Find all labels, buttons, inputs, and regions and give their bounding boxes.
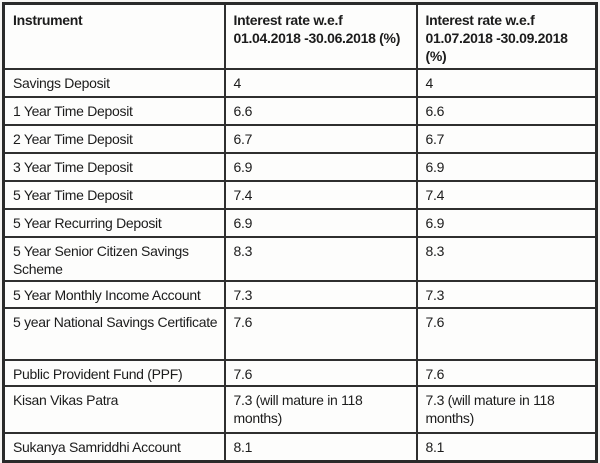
table-row: Public Provident Fund (PPF) 7.6 7.6 (2, 358, 598, 388)
col-header-instrument: Instrument (2, 2, 226, 70)
rate-jul-sep-2018-cell: 7.6 (415, 306, 598, 361)
rate-jul-sep-2018-cell: 6.9 (415, 151, 598, 182)
rate-apr-jun-2018-cell: 6.9 (223, 207, 418, 238)
rate-jul-sep-2018-cell: 7.6 (415, 358, 598, 388)
col-header-rate-apr-jun-2018: Interest rate w.e.f 01.04.2018 -30.06.20… (223, 2, 418, 70)
table-row: 1 Year Time Deposit 6.6 6.6 (2, 95, 598, 126)
rate-jul-sep-2018-cell: 8.1 (415, 432, 598, 463)
instrument-cell: 5 Year Time Deposit (2, 179, 226, 210)
rate-header-line2: 01.07.2018 -30.09.2018 (%) (425, 30, 568, 65)
rate-jul-sep-2018-cell: 4 (415, 67, 598, 98)
rate-jul-sep-2018-cell: 7.3 (will mature in 118 months) (415, 385, 598, 435)
table-row: 5 year National Savings Certificate 7.6 7.… (2, 306, 598, 361)
col-header-rate-jul-sep-2018: Interest rate w.e.f 01.07.2018 -30.09.20… (415, 2, 598, 70)
instrument-cell: 1 Year Time Deposit (2, 95, 226, 126)
instrument-cell: 5 Year Monthly Income Account (2, 279, 226, 309)
instrument-cell: 5 Year Senior Citizen Savings Scheme (2, 235, 226, 282)
table-row: 5 Year Time Deposit 7.4 7.4 (2, 179, 598, 210)
instrument-cell: Savings Deposit (2, 67, 226, 98)
table-row: 5 Year Monthly Income Account 7.3 7.3 (2, 279, 598, 309)
rate-apr-jun-2018-cell: 8.1 (223, 432, 418, 463)
rate-jul-sep-2018-cell: 7.4 (415, 179, 598, 210)
rate-apr-jun-2018-cell: 7.4 (223, 179, 418, 210)
table-row: 2 Year Time Deposit 6.7 6.7 (2, 123, 598, 154)
rate-jul-sep-2018-cell: 7.3 (415, 279, 598, 309)
rate-apr-jun-2018-cell: 4 (223, 67, 418, 98)
rate-apr-jun-2018-cell: 7.3 (will mature in 118 months) (223, 385, 418, 435)
rate-header-line2: 01.04.2018 -30.06.2018 (%) (233, 30, 401, 47)
table-row: Sukanya Samriddhi Account 8.1 8.1 (2, 432, 598, 463)
rate-apr-jun-2018-cell: 6.9 (223, 151, 418, 182)
rate-jul-sep-2018-cell: 6.6 (415, 95, 598, 126)
rate-apr-jun-2018-cell: 6.6 (223, 95, 418, 126)
instrument-cell: 3 Year Time Deposit (2, 151, 226, 182)
rate-apr-jun-2018-cell: 7.6 (223, 306, 418, 361)
instrument-cell: 2 Year Time Deposit (2, 123, 226, 154)
table-row: Savings Deposit 4 4 (2, 67, 598, 98)
rate-apr-jun-2018-cell: 7.6 (223, 358, 418, 388)
table-row: 3 Year Time Deposit 6.9 6.9 (2, 151, 598, 182)
instrument-cell: Kisan Vikas Patra (2, 385, 226, 435)
table-row: 5 Year Recurring Deposit 6.9 6.9 (2, 207, 598, 238)
table-row: 5 Year Senior Citizen Savings Scheme 8.3 8… (2, 235, 598, 282)
instrument-cell: Sukanya Samriddhi Account (2, 432, 226, 463)
instrument-cell: 5 year National Savings Certificate (2, 306, 226, 361)
table-row: Kisan Vikas Patra 7.3 (will mature in 118… (2, 385, 598, 435)
rate-apr-jun-2018-cell: 7.3 (223, 279, 418, 309)
rate-apr-jun-2018-cell: 6.7 (223, 123, 418, 154)
rate-header-line1: Interest rate w.e.f (425, 12, 535, 28)
rate-apr-jun-2018-cell: 8.3 (223, 235, 418, 282)
header-row: Instrument Interest rate w.e.f 01.04.201… (2, 2, 598, 70)
rate-jul-sep-2018-cell: 6.9 (415, 207, 598, 238)
instrument-cell: 5 Year Recurring Deposit (2, 207, 226, 238)
instrument-cell: Public Provident Fund (PPF) (2, 358, 226, 388)
rate-jul-sep-2018-cell: 6.7 (415, 123, 598, 154)
rate-header-line1: Interest rate w.e.f (233, 12, 343, 28)
rate-jul-sep-2018-cell: 8.3 (415, 235, 598, 282)
table-body: Savings Deposit 4 4 1 Year Time Deposit 6.6 6… (2, 67, 598, 463)
